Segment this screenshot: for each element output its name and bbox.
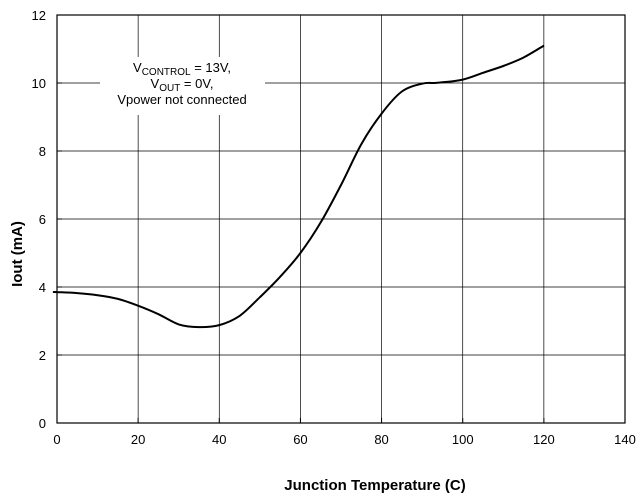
y-tick-label: 2 — [39, 348, 46, 363]
y-tick-label: 10 — [32, 76, 46, 91]
x-tick-label: 20 — [131, 432, 145, 447]
x-tick-labels: 0 20 40 60 80 100 120 140 — [53, 432, 635, 447]
x-tick-label: 80 — [374, 432, 388, 447]
y-tick-label: 4 — [39, 280, 46, 295]
x-tick-label: 100 — [452, 432, 474, 447]
x-tick-label: 60 — [293, 432, 307, 447]
y-tick-label: 8 — [39, 144, 46, 159]
y-axis-title: Iout (mA) — [9, 221, 26, 287]
y-tick-label: 0 — [39, 416, 46, 431]
x-axis-title: Junction Temperature (C) — [284, 477, 465, 494]
x-tick-label: 0 — [53, 432, 60, 447]
x-tick-label: 120 — [533, 432, 555, 447]
plot-area-frame — [56, 14, 626, 424]
annotation-line-3: Vpower not connected — [117, 92, 246, 107]
series-line-iout — [52, 44, 545, 329]
y-tick-label: 6 — [39, 212, 46, 227]
y-tick-labels: 0 2 4 6 8 10 12 — [32, 8, 46, 431]
annotation-line-2: VOUT = 0V, — [151, 76, 214, 94]
x-tick-label: 40 — [212, 432, 226, 447]
x-tick-label: 140 — [614, 432, 636, 447]
annotation-background — [100, 57, 265, 115]
annotation-line-1: VCONTROL = 13V, — [133, 60, 231, 78]
y-tick-label: 12 — [32, 8, 46, 23]
